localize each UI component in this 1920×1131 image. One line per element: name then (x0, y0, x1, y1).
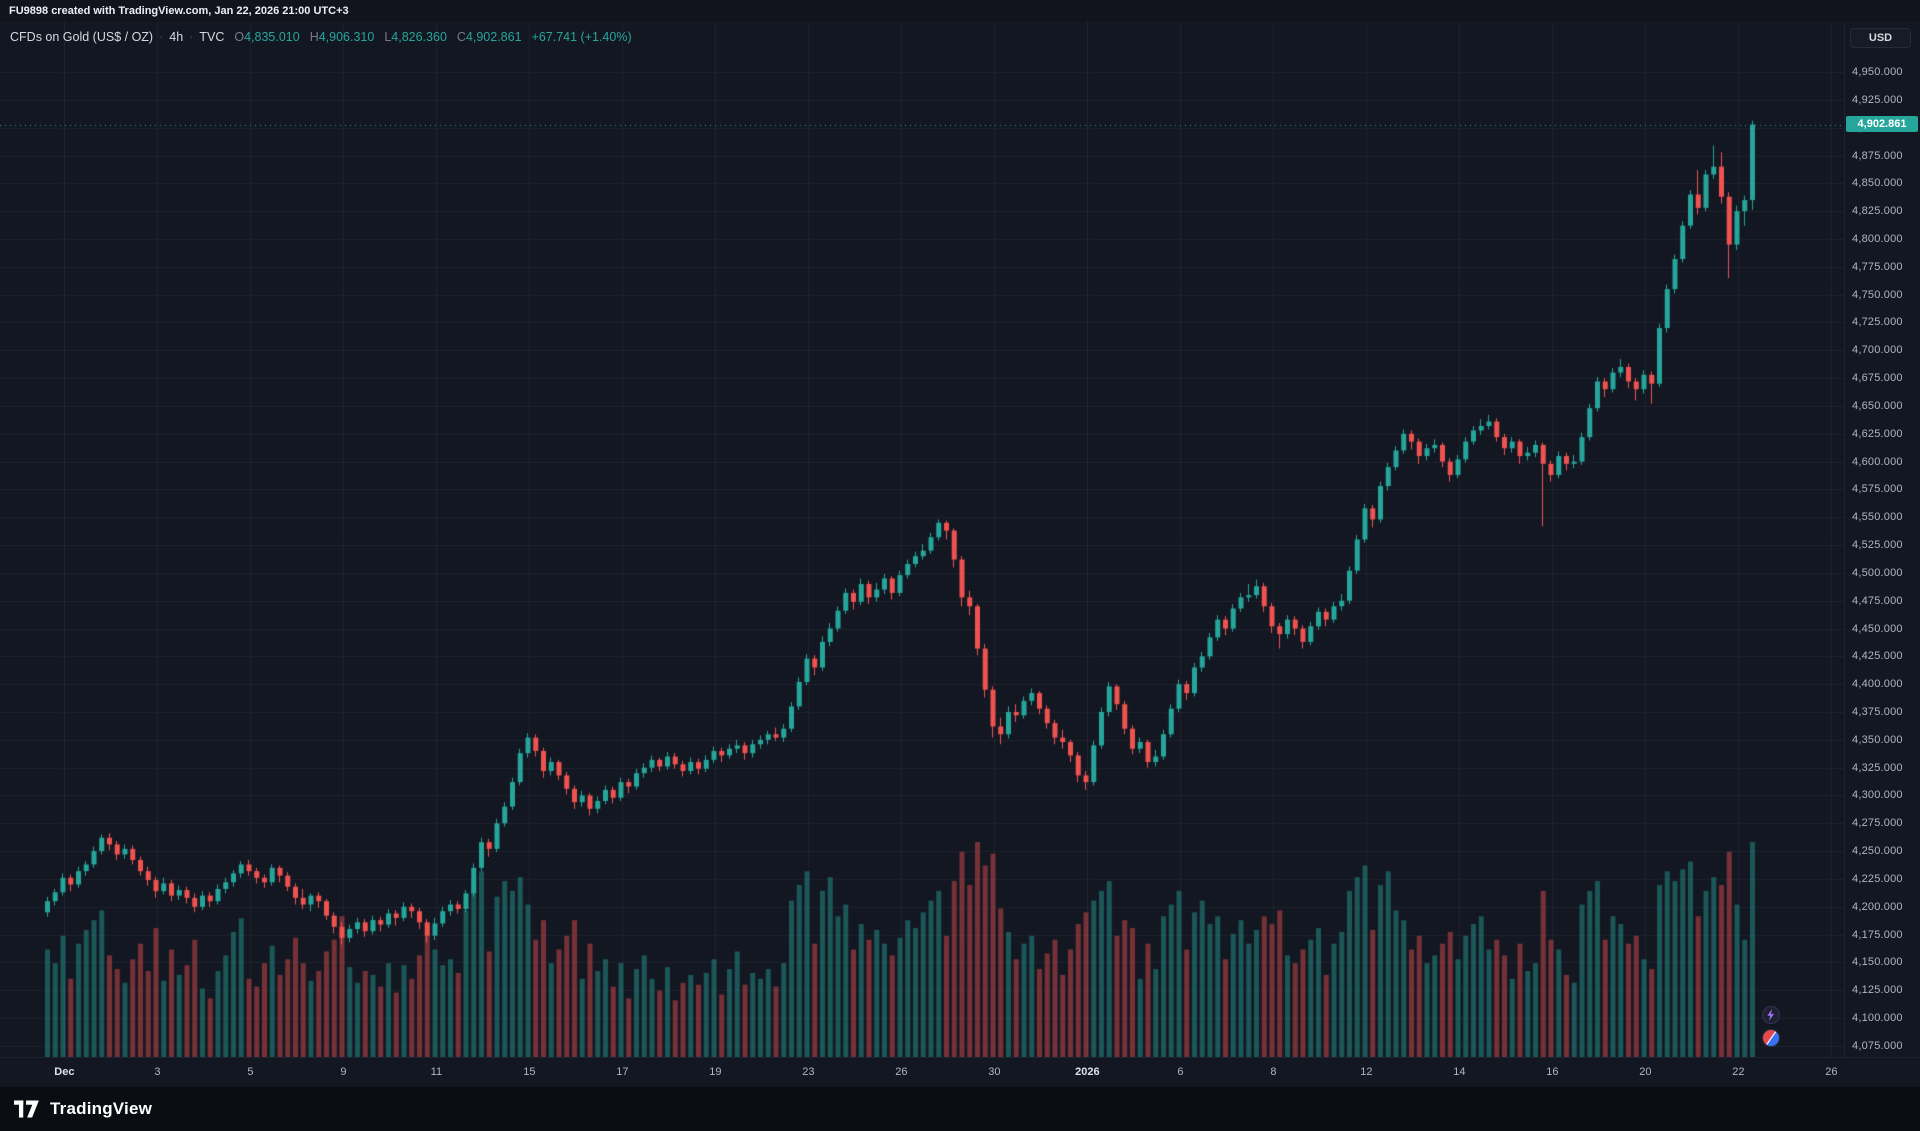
chart-quick-actions (1762, 1006, 1780, 1047)
price-tick-label: 4,200.000 (1852, 900, 1903, 913)
price-tick-label: 4,425.000 (1852, 650, 1903, 663)
price-tick-label: 4,750.000 (1852, 288, 1903, 301)
price-tick-label: 4,450.000 (1852, 622, 1903, 635)
price-tick-label: 4,375.000 (1852, 706, 1903, 718)
price-tick-label: 4,300.000 (1852, 789, 1903, 802)
price-tick-label: 4,850.000 (1852, 177, 1903, 190)
currency-button[interactable]: USD (1850, 28, 1911, 48)
price-tick-label: 4,950.000 (1852, 66, 1903, 79)
time-axis-label: 2026 (1075, 1066, 1100, 1078)
tradingview-wordmark[interactable]: TradingView (50, 1099, 153, 1118)
price-tick-label: 4,825.000 (1852, 205, 1903, 218)
time-axis-label: 14 (1453, 1066, 1466, 1078)
time-axis-label: Dec (54, 1066, 75, 1078)
last-price-badge: 4,902.861 (1846, 115, 1918, 132)
time-axis-label: 12 (1360, 1066, 1373, 1078)
time-axis-label: 16 (1546, 1066, 1559, 1078)
time-axis-label: 17 (616, 1066, 629, 1078)
price-tick-label: 4,100.000 (1852, 1012, 1903, 1025)
time-axis-label: 3 (154, 1066, 161, 1078)
price-tick-label: 4,525.000 (1852, 539, 1903, 552)
time-axis-label: 19 (709, 1066, 722, 1078)
price-tick-label: 4,600.000 (1852, 455, 1903, 468)
low-value: L4,826.360 (384, 30, 447, 44)
price-tick-label: 4,550.000 (1852, 511, 1903, 524)
price-axis[interactable]: USD 4,950.0004,925.0004,900.0004,875.000… (1844, 22, 1920, 1057)
chart-area: CFDs on Gold (US$ / OZ) · 4h · TVC O4,83… (0, 22, 1920, 1057)
attribution-bar: FU9898 created with TradingView.com, Jan… (0, 0, 1920, 22)
price-tick-label: 4,725.000 (1852, 316, 1903, 329)
tradingview-logo-icon[interactable] (14, 1100, 41, 1118)
time-axis[interactable]: Dec 3 5 9 11 15 17 19 23 26 30 2026 6 8 12 14 16 20 22 26 (0, 1057, 1920, 1087)
price-tick-label: 4,250.000 (1852, 845, 1903, 858)
time-axis-label: 23 (802, 1066, 815, 1078)
time-axis-label: 15 (523, 1066, 536, 1078)
price-tick-label: 4,475.000 (1852, 594, 1903, 607)
time-axis-label: 8 (1270, 1066, 1277, 1078)
legend-separator: · (159, 30, 164, 44)
time-axis-label: 11 (430, 1066, 443, 1078)
price-tick-label: 4,625.000 (1852, 427, 1903, 440)
candlestick-chart-canvas[interactable] (0, 22, 1844, 1057)
price-tick-label: 4,925.000 (1852, 93, 1903, 106)
footer-bar: TradingView (0, 1087, 1920, 1131)
time-axis-label: 9 (340, 1066, 347, 1078)
price-tick-label: 4,875.000 (1852, 149, 1903, 162)
price-tick-label: 4,400.000 (1852, 678, 1903, 691)
symbol-legend: CFDs on Gold (US$ / OZ) · 4h · TVC O4,83… (10, 30, 632, 44)
price-tick-label: 4,500.000 (1852, 566, 1903, 579)
open-value: O4,835.010 (234, 30, 300, 44)
price-tick-label: 4,225.000 (1852, 872, 1903, 885)
time-axis-label: 26 (1825, 1066, 1838, 1078)
price-tick-label: 4,325.000 (1852, 761, 1903, 774)
legend-separator: · (189, 30, 194, 44)
close-value: C4,902.861 (456, 30, 522, 44)
price-tick-label: 4,675.000 (1852, 372, 1903, 385)
price-tick-label: 4,650.000 (1852, 399, 1903, 412)
time-axis-label: 30 (988, 1066, 1001, 1078)
time-axis-label: 26 (895, 1066, 908, 1078)
price-tick-label: 4,275.000 (1852, 817, 1903, 830)
time-axis-label: 6 (1177, 1066, 1184, 1078)
price-tick-label: 4,700.000 (1852, 344, 1903, 357)
change-value: +67.741 (+1.40%) (531, 30, 632, 44)
time-axis-label: 20 (1639, 1066, 1652, 1078)
red-blue-globe-icon[interactable] (1762, 1029, 1780, 1047)
symbol-title[interactable]: CFDs on Gold (US$ / OZ) (10, 30, 154, 44)
time-axis-label: 5 (247, 1066, 254, 1078)
lightning-icon[interactable] (1762, 1006, 1780, 1024)
price-tick-label: 4,575.000 (1852, 483, 1903, 496)
price-tick-label: 4,350.000 (1852, 733, 1903, 746)
price-tick-label: 4,800.000 (1852, 233, 1903, 246)
price-tick-label: 4,775.000 (1852, 260, 1903, 273)
attribution-text: FU9898 created with TradingView.com, Jan… (9, 5, 349, 17)
price-tick-label: 4,075.000 (1852, 1039, 1903, 1052)
high-value: H4,906.310 (309, 30, 375, 44)
price-tick-label: 4,175.000 (1852, 928, 1903, 941)
price-tick-label: 4,125.000 (1852, 984, 1903, 997)
interval-label[interactable]: 4h (169, 30, 184, 44)
time-axis-label: 22 (1732, 1066, 1745, 1078)
price-tick-label: 4,150.000 (1852, 956, 1903, 969)
exchange-label[interactable]: TVC (199, 30, 225, 44)
chart-pane[interactable]: CFDs on Gold (US$ / OZ) · 4h · TVC O4,83… (0, 22, 1844, 1057)
